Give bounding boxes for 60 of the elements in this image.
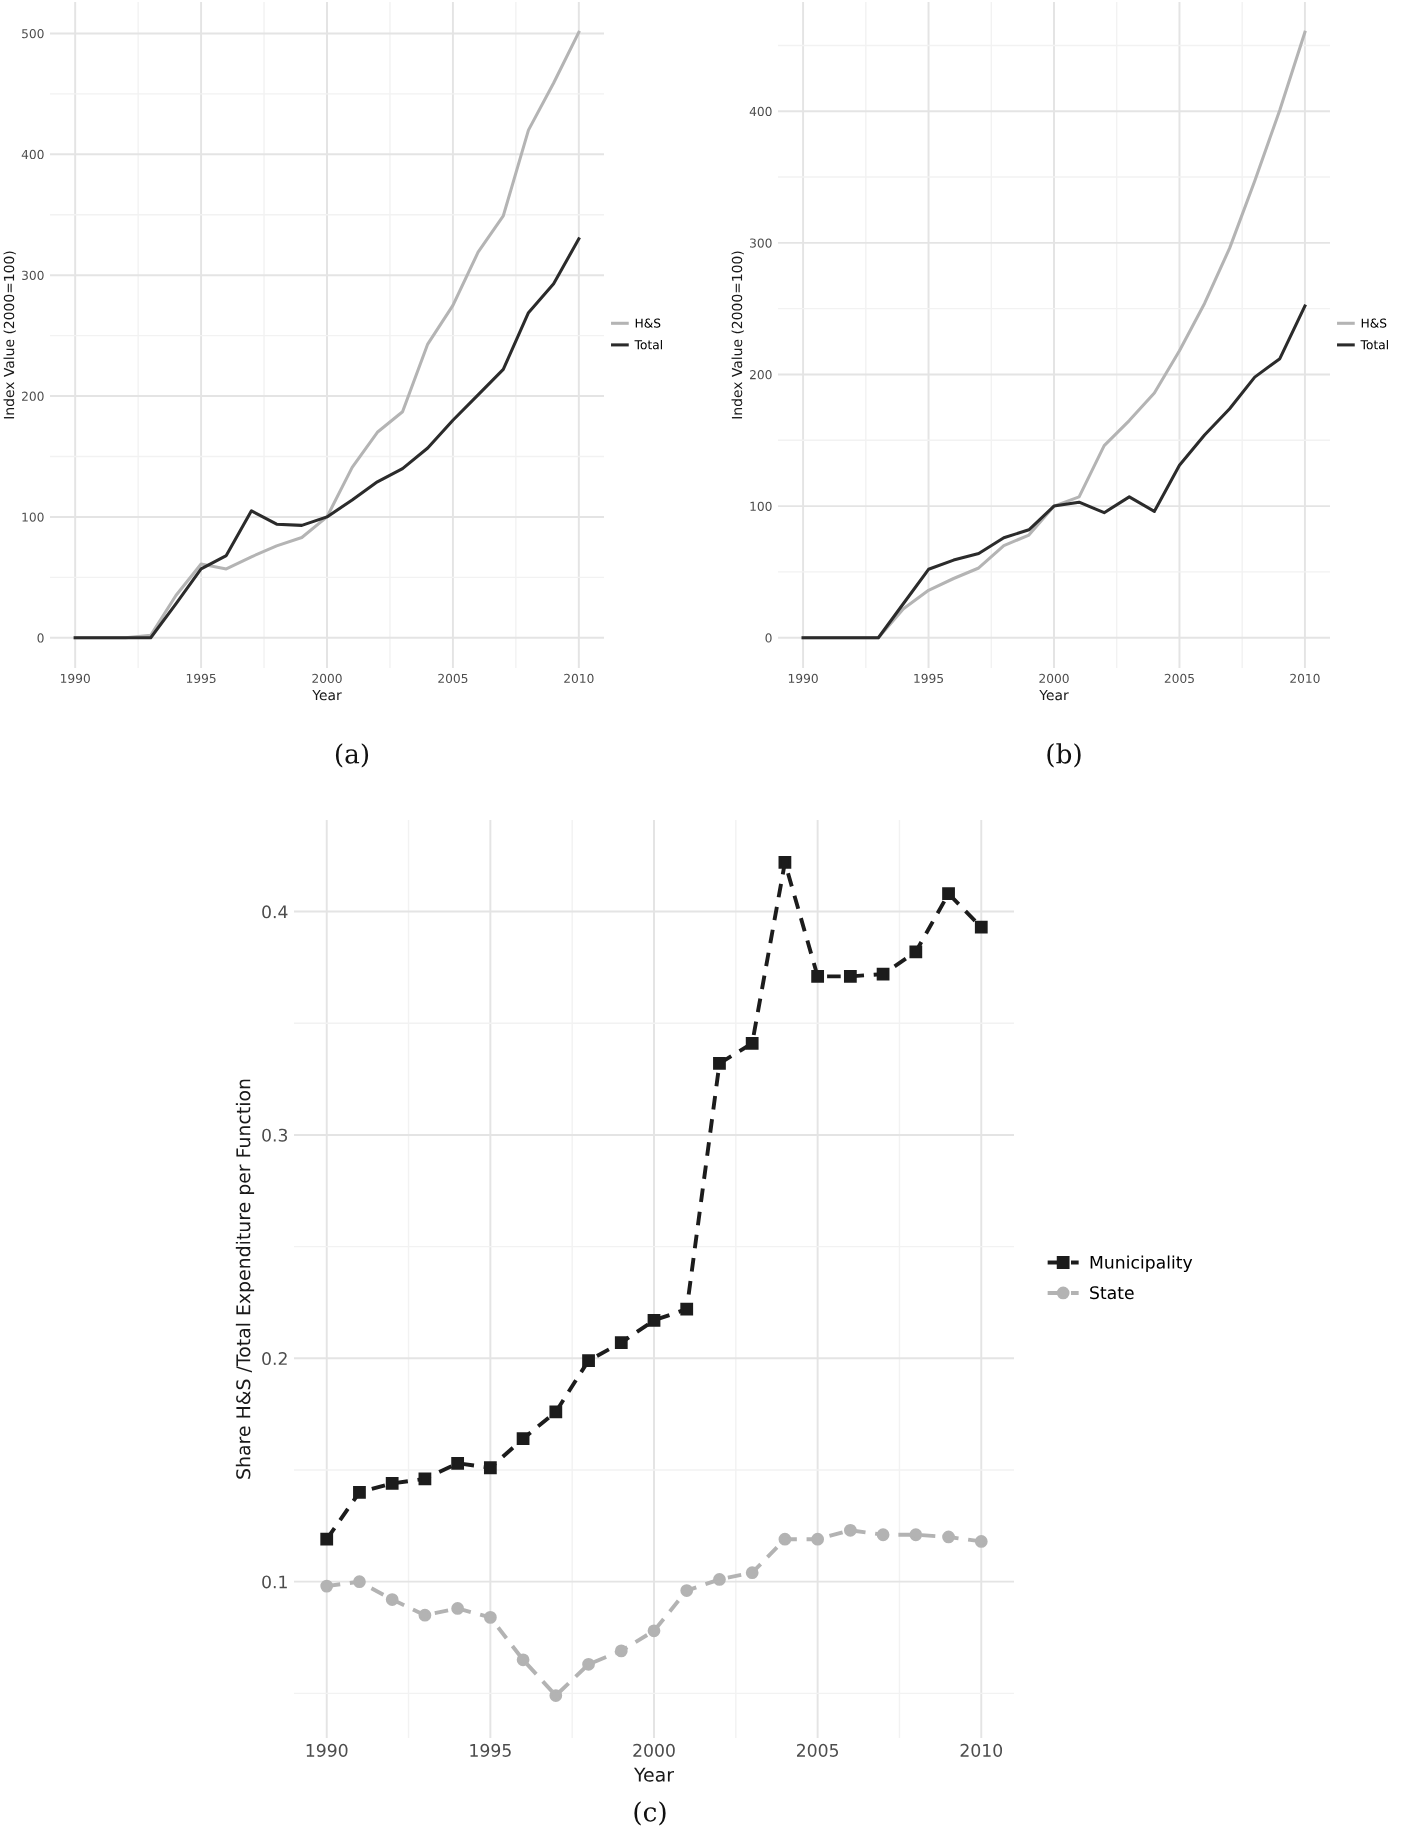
y-tick-label: 0.1 <box>262 1575 287 1589</box>
point <box>909 1528 923 1542</box>
point <box>385 1593 399 1606</box>
point <box>974 1535 988 1548</box>
point <box>876 967 890 981</box>
point <box>549 1689 563 1702</box>
point <box>713 1573 726 1586</box>
point <box>418 1608 432 1622</box>
point <box>353 1575 366 1589</box>
point <box>680 1584 694 1597</box>
x-tick-label: 1990 <box>306 1743 348 1757</box>
point <box>909 945 923 959</box>
point <box>778 1532 792 1546</box>
point <box>614 1644 628 1658</box>
y-tick-label: 0.2 <box>262 1352 287 1366</box>
y-tick-label: 0.4 <box>262 905 288 919</box>
point <box>811 1532 825 1546</box>
point <box>516 1653 530 1667</box>
point <box>680 1302 694 1316</box>
y-axis-title: Share H&S /Total Expenditure per Function <box>235 1079 255 1479</box>
legend-label: Municipality <box>1090 1255 1193 1273</box>
point <box>811 969 825 983</box>
point <box>418 1472 432 1486</box>
text: (a) <box>335 743 369 768</box>
point <box>647 1313 661 1327</box>
point <box>647 1624 661 1638</box>
point <box>516 1432 530 1446</box>
point <box>778 856 792 869</box>
x-axis-title: Year <box>633 1767 674 1782</box>
point <box>942 1530 955 1544</box>
point <box>745 1036 759 1050</box>
point <box>843 1523 857 1537</box>
point <box>974 920 988 934</box>
point <box>483 1461 497 1475</box>
y-tick-label: 0.3 <box>262 1128 288 1142</box>
point <box>582 1354 595 1367</box>
point <box>483 1611 497 1624</box>
point <box>549 1405 563 1419</box>
point <box>320 1532 334 1546</box>
text: (c) <box>634 1801 666 1826</box>
point <box>876 1528 890 1542</box>
line-series <box>73 237 581 640</box>
x-tick-label: 2005 <box>796 1743 839 1757</box>
legend-label: State <box>1090 1286 1134 1300</box>
point <box>745 1566 759 1580</box>
point <box>320 1579 334 1593</box>
point <box>385 1476 399 1490</box>
x-tick-label: 1995 <box>470 1743 511 1757</box>
point <box>353 1485 366 1499</box>
x-tick-label: 2010 <box>960 1743 1003 1757</box>
point <box>843 969 857 983</box>
line-series <box>801 304 1307 640</box>
point <box>614 1336 628 1350</box>
point <box>713 1057 726 1070</box>
x-tick-label: 2000 <box>633 1743 675 1757</box>
point <box>451 1602 465 1615</box>
point <box>942 887 955 901</box>
text: (b) <box>1047 743 1081 768</box>
point <box>582 1657 595 1671</box>
point <box>451 1456 465 1470</box>
